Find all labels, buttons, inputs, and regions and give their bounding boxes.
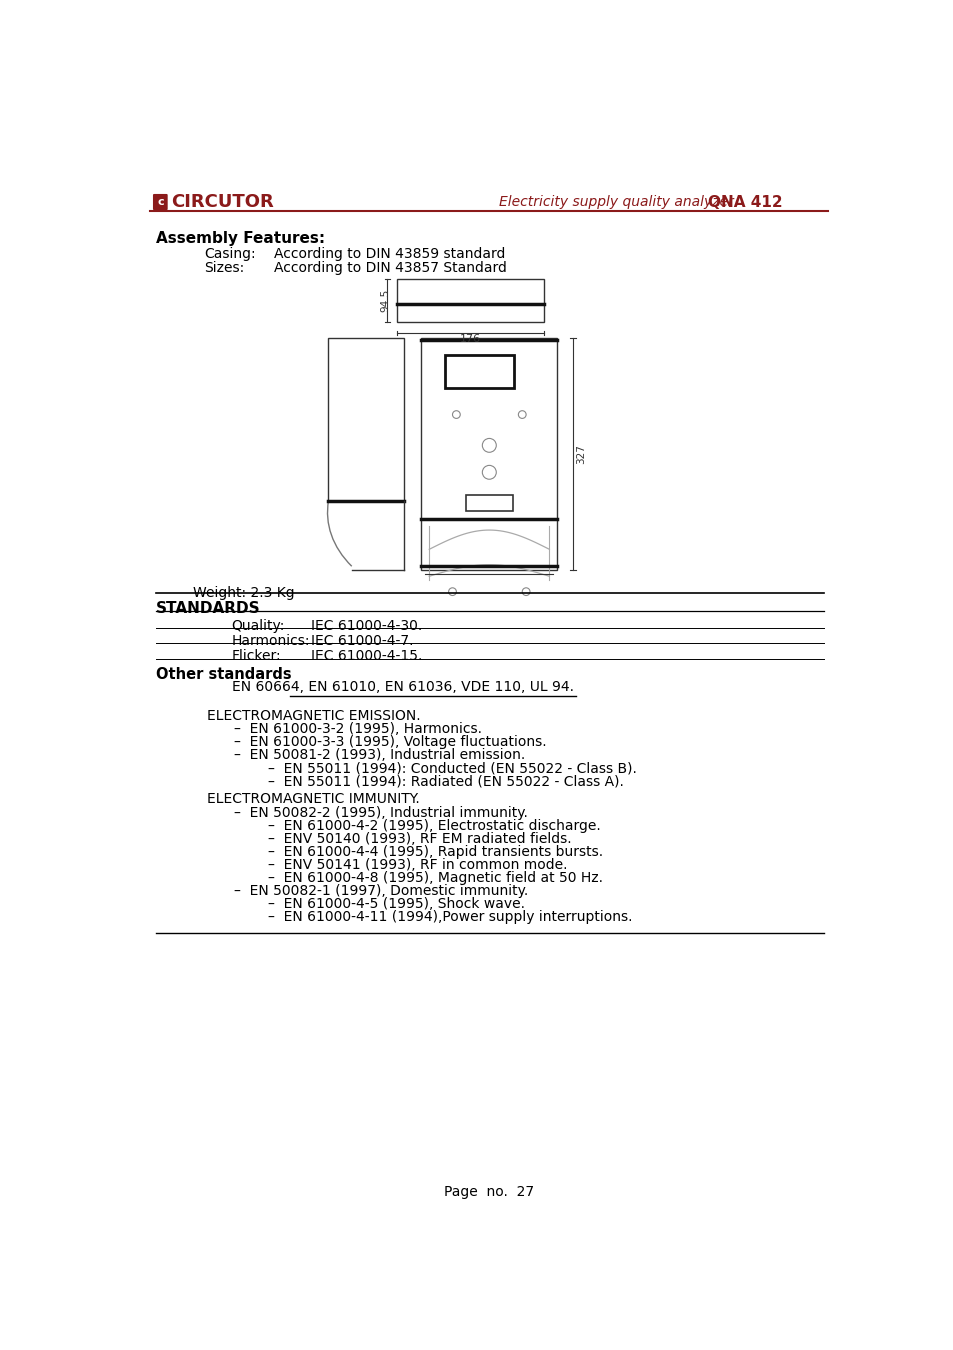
Text: IEC 61000-4-15.: IEC 61000-4-15. (311, 649, 422, 663)
Bar (466, 495, 512, 510)
Text: STANDARDS: STANDARDS (155, 601, 260, 616)
Text: ELECTROMAGNETIC EMISSION.: ELECTROMAGNETIC EMISSION. (207, 709, 420, 722)
Text: Assembly Features:: Assembly Features: (155, 231, 324, 246)
Text: Flicker:: Flicker: (232, 649, 281, 663)
Text: –  EN 55011 (1994): Radiated (EN 55022 - Class A).: – EN 55011 (1994): Radiated (EN 55022 - … (268, 774, 623, 788)
Bar (396, 279, 543, 323)
Circle shape (521, 587, 530, 595)
Text: Other standards: Other standards (155, 667, 291, 682)
Circle shape (448, 587, 456, 595)
Text: IEC 61000-4-7.: IEC 61000-4-7. (311, 634, 414, 648)
Text: Weight: 2.3 Kg: Weight: 2.3 Kg (193, 586, 294, 599)
Text: QNA 412: QNA 412 (707, 194, 782, 209)
Text: –  EN 61000-4-5 (1995), Shock wave.: – EN 61000-4-5 (1995), Shock wave. (268, 898, 524, 911)
Text: –  EN 61000-4-4 (1995), Rapid transients bursts.: – EN 61000-4-4 (1995), Rapid transients … (268, 845, 602, 859)
Text: –  EN 50082-1 (1997), Domestic immunity.: – EN 50082-1 (1997), Domestic immunity. (233, 884, 528, 898)
Circle shape (517, 410, 525, 418)
Text: –  EN 55011 (1994): Conducted (EN 55022 - Class B).: – EN 55011 (1994): Conducted (EN 55022 -… (268, 761, 637, 775)
Text: 94.5: 94.5 (379, 289, 390, 312)
Text: –  ENV 50140 (1993), RF EM radiated fields.: – ENV 50140 (1993), RF EM radiated field… (268, 832, 571, 846)
Circle shape (482, 439, 496, 452)
Text: –  EN 61000-3-3 (1995), Voltage fluctuations.: – EN 61000-3-3 (1995), Voltage fluctuati… (233, 734, 546, 749)
Text: According to DIN 43857 Standard: According to DIN 43857 Standard (274, 261, 507, 274)
Text: According to DIN 43859 standard: According to DIN 43859 standard (274, 247, 505, 262)
Bar (444, 355, 514, 387)
Text: –  EN 61000-4-11 (1994),Power supply interruptions.: – EN 61000-4-11 (1994),Power supply inte… (268, 910, 632, 925)
Text: –  EN 61000-4-8 (1995), Magnetic field at 50 Hz.: – EN 61000-4-8 (1995), Magnetic field at… (268, 871, 602, 886)
Text: ELECTROMAGNETIC IMMUNITY.: ELECTROMAGNETIC IMMUNITY. (207, 792, 419, 806)
Text: IEC 61000-4-30.: IEC 61000-4-30. (311, 618, 422, 633)
Bar (328, 338, 404, 501)
Text: EN 60664, EN 61010, EN 61036, VDE 110, UL 94.: EN 60664, EN 61010, EN 61036, VDE 110, U… (232, 680, 573, 694)
Circle shape (452, 410, 459, 418)
Text: –  EN 50082-2 (1995), Industrial immunity.: – EN 50082-2 (1995), Industrial immunity… (233, 806, 527, 819)
Text: Casing:: Casing: (204, 247, 255, 262)
Text: –  EN 50081-2 (1993), Industrial emission.: – EN 50081-2 (1993), Industrial emission… (233, 748, 525, 761)
Text: 327: 327 (575, 444, 585, 464)
Text: Electricity supply quality analyzer: Electricity supply quality analyzer (498, 194, 733, 209)
Text: CIRCUTOR: CIRCUTOR (171, 193, 274, 211)
Text: –  ENV 50141 (1993), RF in common mode.: – ENV 50141 (1993), RF in common mode. (268, 859, 567, 872)
Text: –  EN 61000-3-2 (1995), Harmonics.: – EN 61000-3-2 (1995), Harmonics. (233, 722, 481, 736)
Text: Sizes:: Sizes: (204, 261, 245, 274)
Text: –  EN 61000-4-2 (1995), Electrostatic discharge.: – EN 61000-4-2 (1995), Electrostatic dis… (268, 819, 600, 833)
Text: Harmonics:: Harmonics: (232, 634, 310, 648)
Text: Page  no.  27: Page no. 27 (443, 1184, 534, 1199)
Circle shape (482, 466, 496, 479)
Text: 176: 176 (459, 333, 480, 344)
Text: Quality:: Quality: (232, 618, 285, 633)
Bar (421, 338, 557, 570)
FancyBboxPatch shape (152, 194, 168, 211)
Text: c: c (157, 197, 164, 207)
